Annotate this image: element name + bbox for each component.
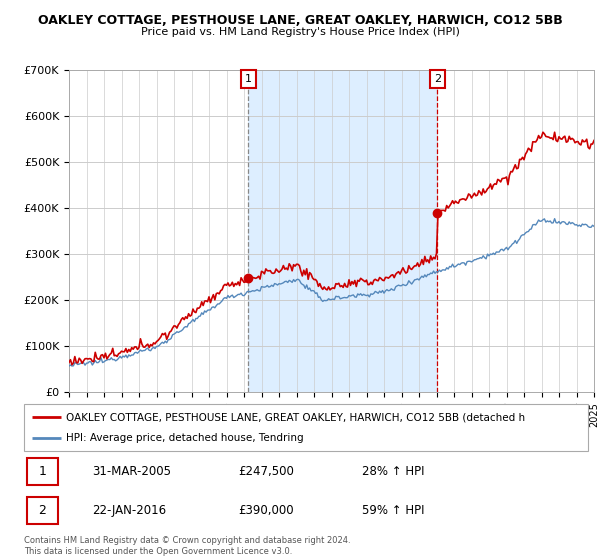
Text: HPI: Average price, detached house, Tendring: HPI: Average price, detached house, Tend…: [66, 433, 304, 444]
Text: OAKLEY COTTAGE, PESTHOUSE LANE, GREAT OAKLEY, HARWICH, CO12 5BB: OAKLEY COTTAGE, PESTHOUSE LANE, GREAT OA…: [38, 14, 562, 27]
Text: Price paid vs. HM Land Registry's House Price Index (HPI): Price paid vs. HM Land Registry's House …: [140, 27, 460, 37]
Bar: [248, 70, 437, 392]
Text: 1: 1: [38, 465, 46, 478]
Text: £390,000: £390,000: [238, 505, 294, 517]
Text: 31-MAR-2005: 31-MAR-2005: [92, 465, 170, 478]
FancyBboxPatch shape: [27, 458, 58, 485]
Text: Contains HM Land Registry data © Crown copyright and database right 2024.
This d: Contains HM Land Registry data © Crown c…: [24, 536, 350, 556]
FancyBboxPatch shape: [24, 404, 588, 451]
Text: 1: 1: [245, 74, 252, 84]
Text: OAKLEY COTTAGE, PESTHOUSE LANE, GREAT OAKLEY, HARWICH, CO12 5BB (detached h: OAKLEY COTTAGE, PESTHOUSE LANE, GREAT OA…: [66, 412, 526, 422]
Text: £247,500: £247,500: [238, 465, 294, 478]
Text: 2: 2: [434, 74, 441, 84]
Text: 59% ↑ HPI: 59% ↑ HPI: [362, 505, 425, 517]
FancyBboxPatch shape: [27, 497, 58, 524]
Text: 2: 2: [38, 505, 46, 517]
Text: 28% ↑ HPI: 28% ↑ HPI: [362, 465, 425, 478]
Text: 22-JAN-2016: 22-JAN-2016: [92, 505, 166, 517]
